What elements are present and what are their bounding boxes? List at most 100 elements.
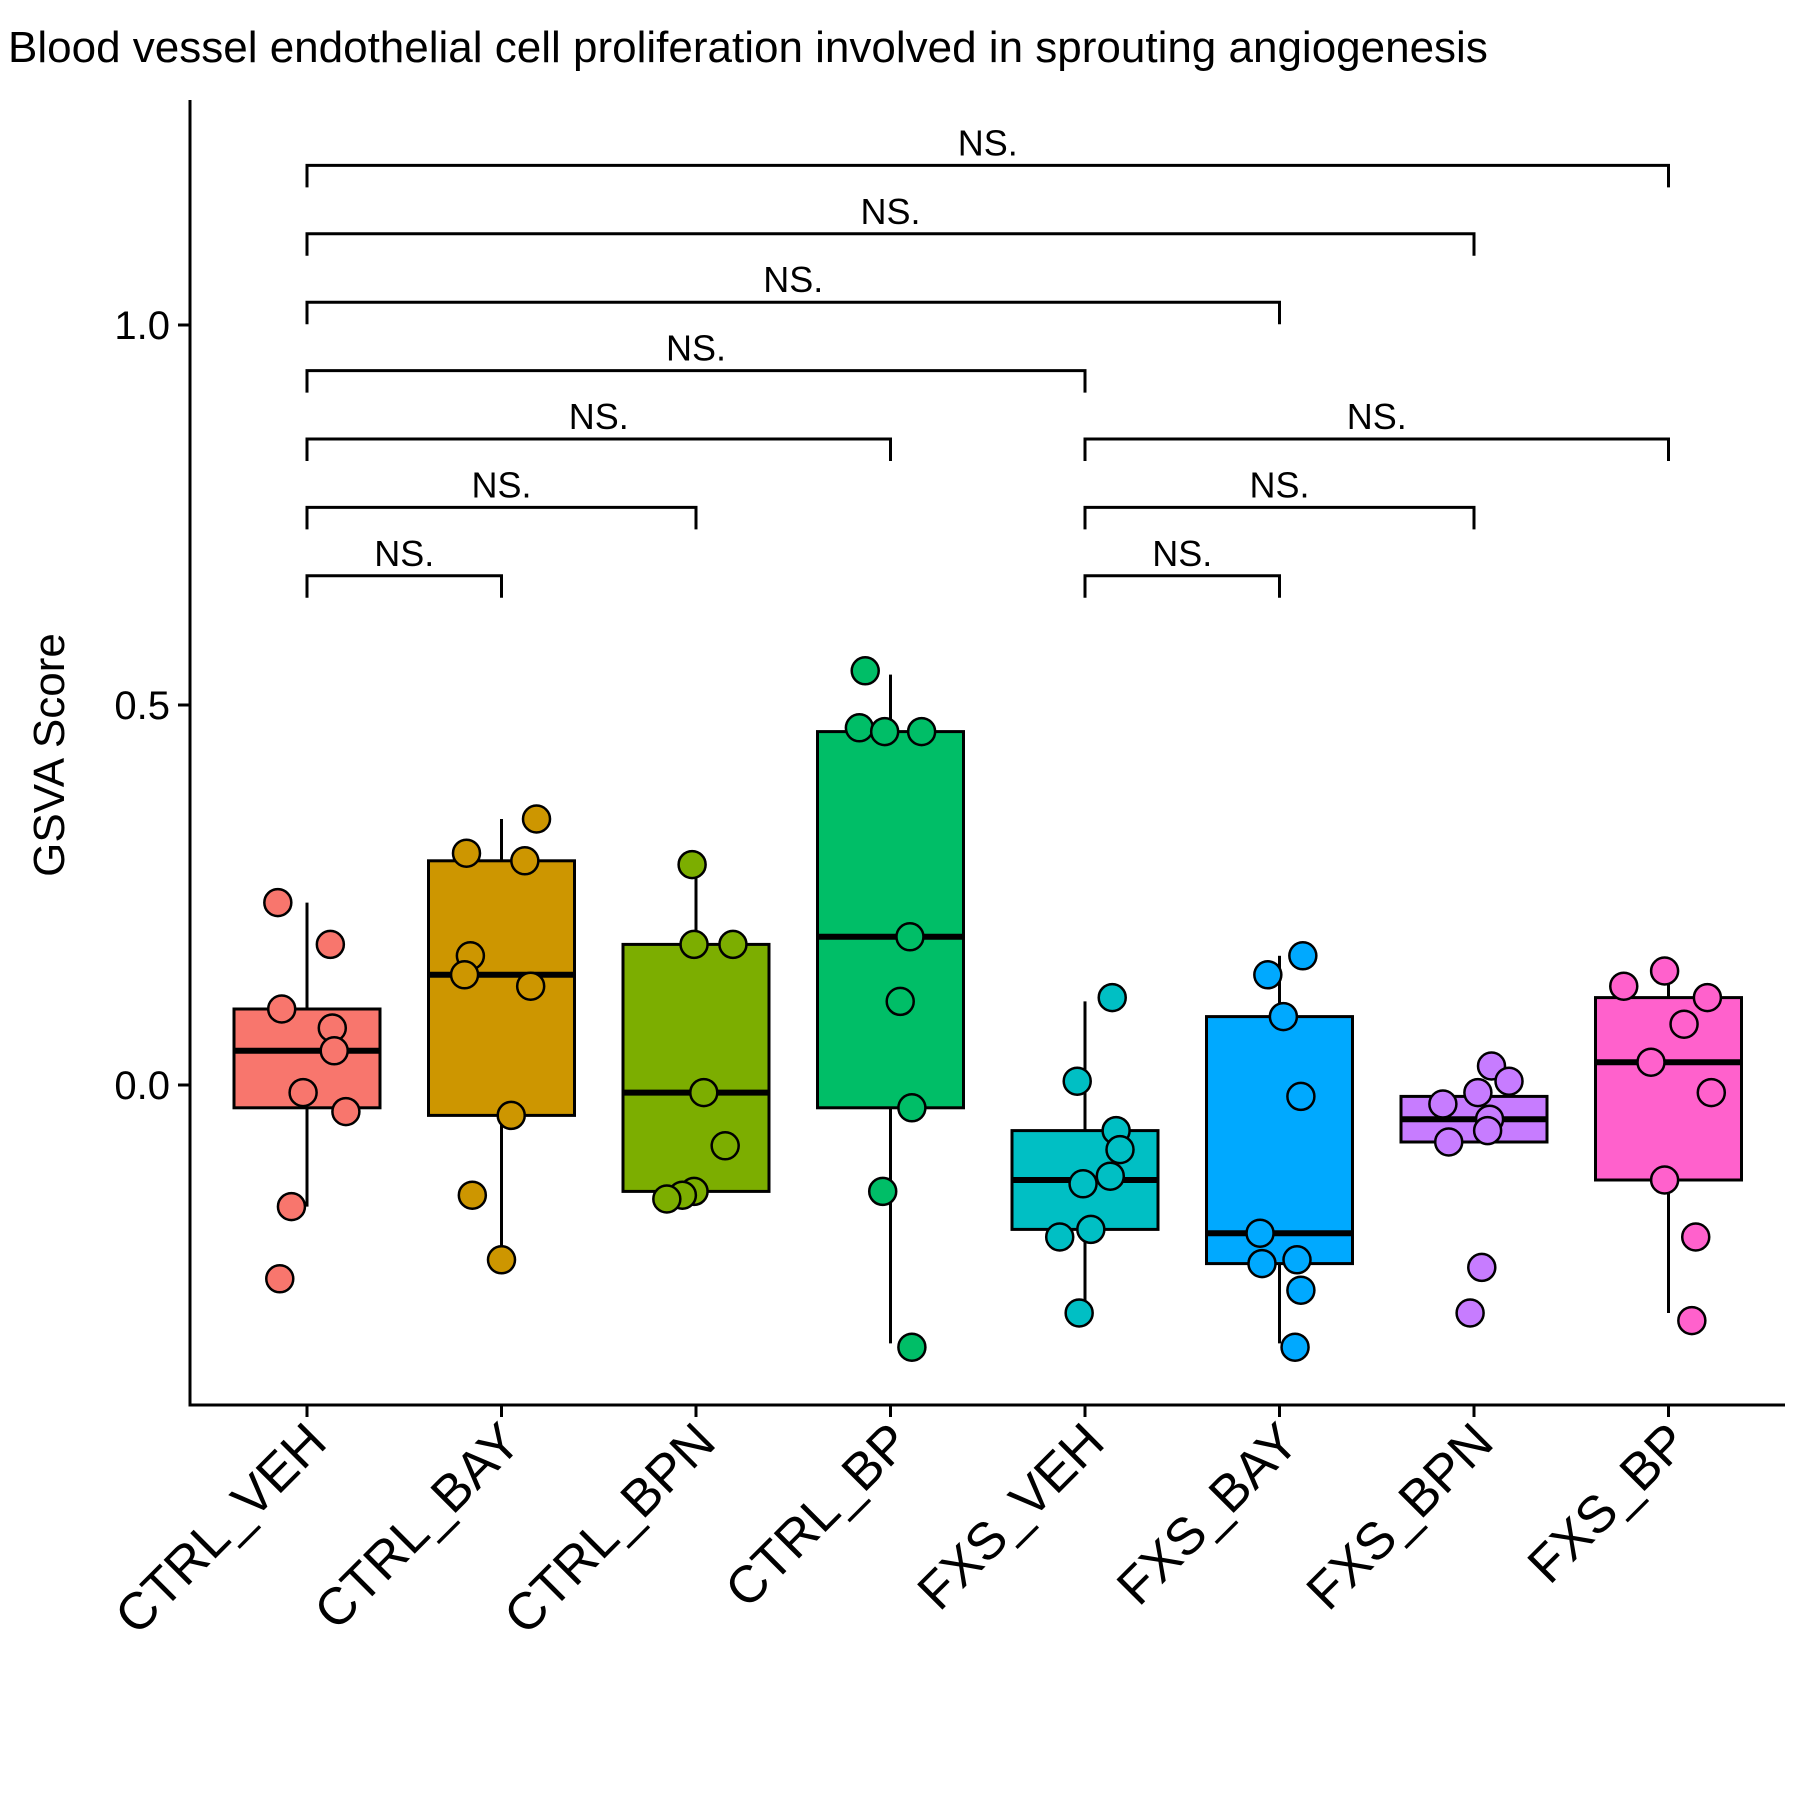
significance-label: NS. xyxy=(860,191,920,232)
data-point xyxy=(710,1131,740,1161)
data-point xyxy=(1680,1222,1711,1252)
data-point xyxy=(263,887,293,918)
data-point xyxy=(677,849,707,880)
bracket-line xyxy=(305,163,1670,188)
data-point xyxy=(449,960,480,990)
bracket-line xyxy=(305,369,1087,393)
x-category-label: CTRL_BPN xyxy=(493,1412,726,1645)
data-point xyxy=(844,713,875,743)
data-point xyxy=(331,1096,361,1127)
significance-label: NS. xyxy=(958,122,1018,163)
data-point xyxy=(1455,1298,1485,1328)
data-point xyxy=(1609,971,1639,1001)
x-category-label: CTRL_VEH xyxy=(104,1412,337,1645)
significance-label: NS. xyxy=(1347,396,1407,437)
y-axis-label: GSVA Score xyxy=(25,633,74,877)
data-point xyxy=(1247,1248,1277,1279)
significance-bracket: NS. xyxy=(305,259,1281,325)
data-point xyxy=(1076,1214,1106,1245)
data-point xyxy=(1064,1298,1094,1328)
bracket-line xyxy=(1083,437,1670,461)
significance-bracket: NS. xyxy=(1083,396,1670,461)
data-point xyxy=(1245,1218,1275,1248)
significance-label: NS. xyxy=(1249,464,1309,505)
significance-label: NS. xyxy=(763,259,823,300)
significance-label: NS. xyxy=(374,533,434,574)
y-tick-label: 0.5 xyxy=(114,684,170,728)
box-group xyxy=(816,674,965,1344)
box-group xyxy=(1205,955,1354,1344)
box-body xyxy=(1205,1015,1354,1266)
significance-bracket: NS. xyxy=(305,533,503,598)
box-group xyxy=(1010,1001,1160,1313)
data-point xyxy=(1428,1089,1458,1119)
significance-bracket: NS. xyxy=(305,396,892,461)
x-category-label: FXS_VEH xyxy=(907,1412,1116,1621)
box-group xyxy=(427,819,576,1260)
data-point xyxy=(315,929,346,960)
data-point xyxy=(1677,1305,1707,1336)
data-point xyxy=(288,1077,318,1108)
data-point xyxy=(1288,941,1318,971)
data-point xyxy=(897,1093,927,1123)
data-point xyxy=(1280,1332,1310,1362)
data-point xyxy=(1068,1169,1098,1199)
significance-label: NS. xyxy=(1152,533,1212,574)
significance-bracket: NS. xyxy=(305,191,1476,256)
bracket-line xyxy=(305,300,1281,325)
significance-bracket: NS. xyxy=(305,464,698,530)
chart-title: Blood vessel endothelial cell proliferat… xyxy=(8,23,1488,72)
data-point xyxy=(867,1176,898,1207)
data-point xyxy=(652,1184,682,1214)
box-group xyxy=(232,902,382,1207)
box-body xyxy=(621,942,771,1193)
bracket-line xyxy=(305,437,892,461)
data-point xyxy=(718,929,748,960)
x-category-label: FXS_BP xyxy=(1517,1412,1699,1594)
data-point xyxy=(1062,1066,1092,1096)
significance-label: NS. xyxy=(666,328,726,369)
data-point xyxy=(895,922,925,952)
box-body xyxy=(816,730,965,1110)
data-point xyxy=(885,986,915,1017)
box-body xyxy=(427,859,576,1117)
box-group xyxy=(621,864,771,1193)
data-point xyxy=(265,1264,295,1294)
significance-bracket: NS. xyxy=(1083,533,1281,598)
data-point xyxy=(521,804,552,834)
data-point xyxy=(1097,982,1127,1013)
data-point xyxy=(1282,1245,1312,1275)
data-point xyxy=(1433,1127,1464,1157)
data-point xyxy=(276,1191,307,1222)
data-point xyxy=(1669,1009,1699,1039)
data-point xyxy=(1463,1077,1493,1108)
data-point xyxy=(486,1245,517,1275)
significance-label: NS. xyxy=(471,464,531,505)
data-point xyxy=(1636,1047,1666,1077)
data-point xyxy=(1095,1161,1126,1191)
data-point xyxy=(1472,1115,1503,1146)
y-tick-label: 1.0 xyxy=(114,304,170,348)
x-category-label: CTRL_BP xyxy=(714,1412,921,1619)
data-point xyxy=(679,929,709,960)
data-point xyxy=(1286,1081,1316,1112)
data-point xyxy=(1253,960,1283,990)
significance-label: NS. xyxy=(569,396,629,437)
data-point xyxy=(897,1332,927,1362)
data-point xyxy=(1268,1001,1299,1032)
data-point xyxy=(906,716,937,747)
data-point xyxy=(1105,1134,1135,1165)
data-point xyxy=(1649,956,1680,986)
data-point xyxy=(496,1100,526,1131)
data-point xyxy=(1696,1077,1727,1108)
data-point xyxy=(266,994,297,1024)
data-point xyxy=(457,1180,488,1210)
data-point xyxy=(869,716,900,747)
data-point xyxy=(1692,982,1723,1013)
bracket-line xyxy=(1083,505,1476,530)
box-group xyxy=(1594,971,1743,1313)
bracket-line xyxy=(305,574,503,598)
data-point xyxy=(1467,1252,1497,1283)
data-point xyxy=(1649,1165,1680,1195)
